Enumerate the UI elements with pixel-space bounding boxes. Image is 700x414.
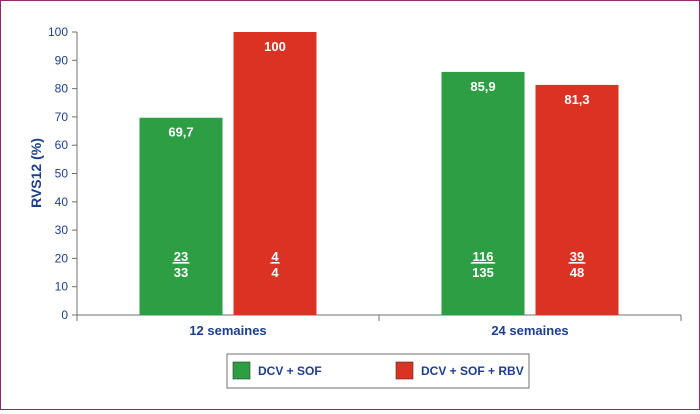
legend-swatch xyxy=(395,361,414,380)
bar xyxy=(233,32,317,315)
legend-swatch xyxy=(232,361,251,380)
y-tick-label: 50 xyxy=(55,167,69,181)
x-category-label: 24 semaines xyxy=(491,323,568,338)
legend-box xyxy=(226,353,530,389)
legend: DCV + SOF DCV + SOF + RBV xyxy=(226,353,530,389)
x-axis: 12 semaines 24 semaines xyxy=(76,314,682,338)
bar xyxy=(139,117,223,316)
legend-label: DCV + SOF xyxy=(258,364,322,378)
bar xyxy=(535,84,619,316)
bar-count-denominator: 4 xyxy=(271,265,279,280)
x-category-label: 12 semaines xyxy=(189,323,266,338)
y-tick-label: 0 xyxy=(61,308,68,322)
y-tick-label: 10 xyxy=(55,280,69,294)
bar-value-label: 81,3 xyxy=(564,92,589,107)
y-tick-label: 70 xyxy=(55,110,69,124)
y-tick-label: 80 xyxy=(55,82,69,96)
bar-count-numerator: 4 xyxy=(271,249,279,264)
y-tick-label: 60 xyxy=(55,138,69,152)
bar-count-denominator: 135 xyxy=(472,265,494,280)
bar-value-label: 100 xyxy=(264,39,286,54)
legend-label: DCV + SOF + RBV xyxy=(421,364,524,378)
bar-value-label: 69,7 xyxy=(168,125,193,140)
bar-value-label: 85,9 xyxy=(470,79,495,94)
y-tick-label: 30 xyxy=(55,223,69,237)
y-tick-label: 40 xyxy=(55,195,69,209)
bar-count-numerator: 39 xyxy=(570,249,584,264)
y-tick-label: 100 xyxy=(48,25,68,39)
bar-count-denominator: 48 xyxy=(570,265,584,280)
y-tick-label: 20 xyxy=(55,251,69,265)
y-axis-label: RVS12 (%) xyxy=(28,138,44,208)
bar-count-numerator: 23 xyxy=(174,249,188,264)
bar-count-denominator: 33 xyxy=(174,265,188,280)
y-tick-label: 90 xyxy=(55,53,69,67)
bar-count-numerator: 116 xyxy=(473,249,494,264)
bar xyxy=(441,71,525,315)
y-axis: 0 10 20 30 40 50 60 70 80 90 100 xyxy=(48,25,78,322)
